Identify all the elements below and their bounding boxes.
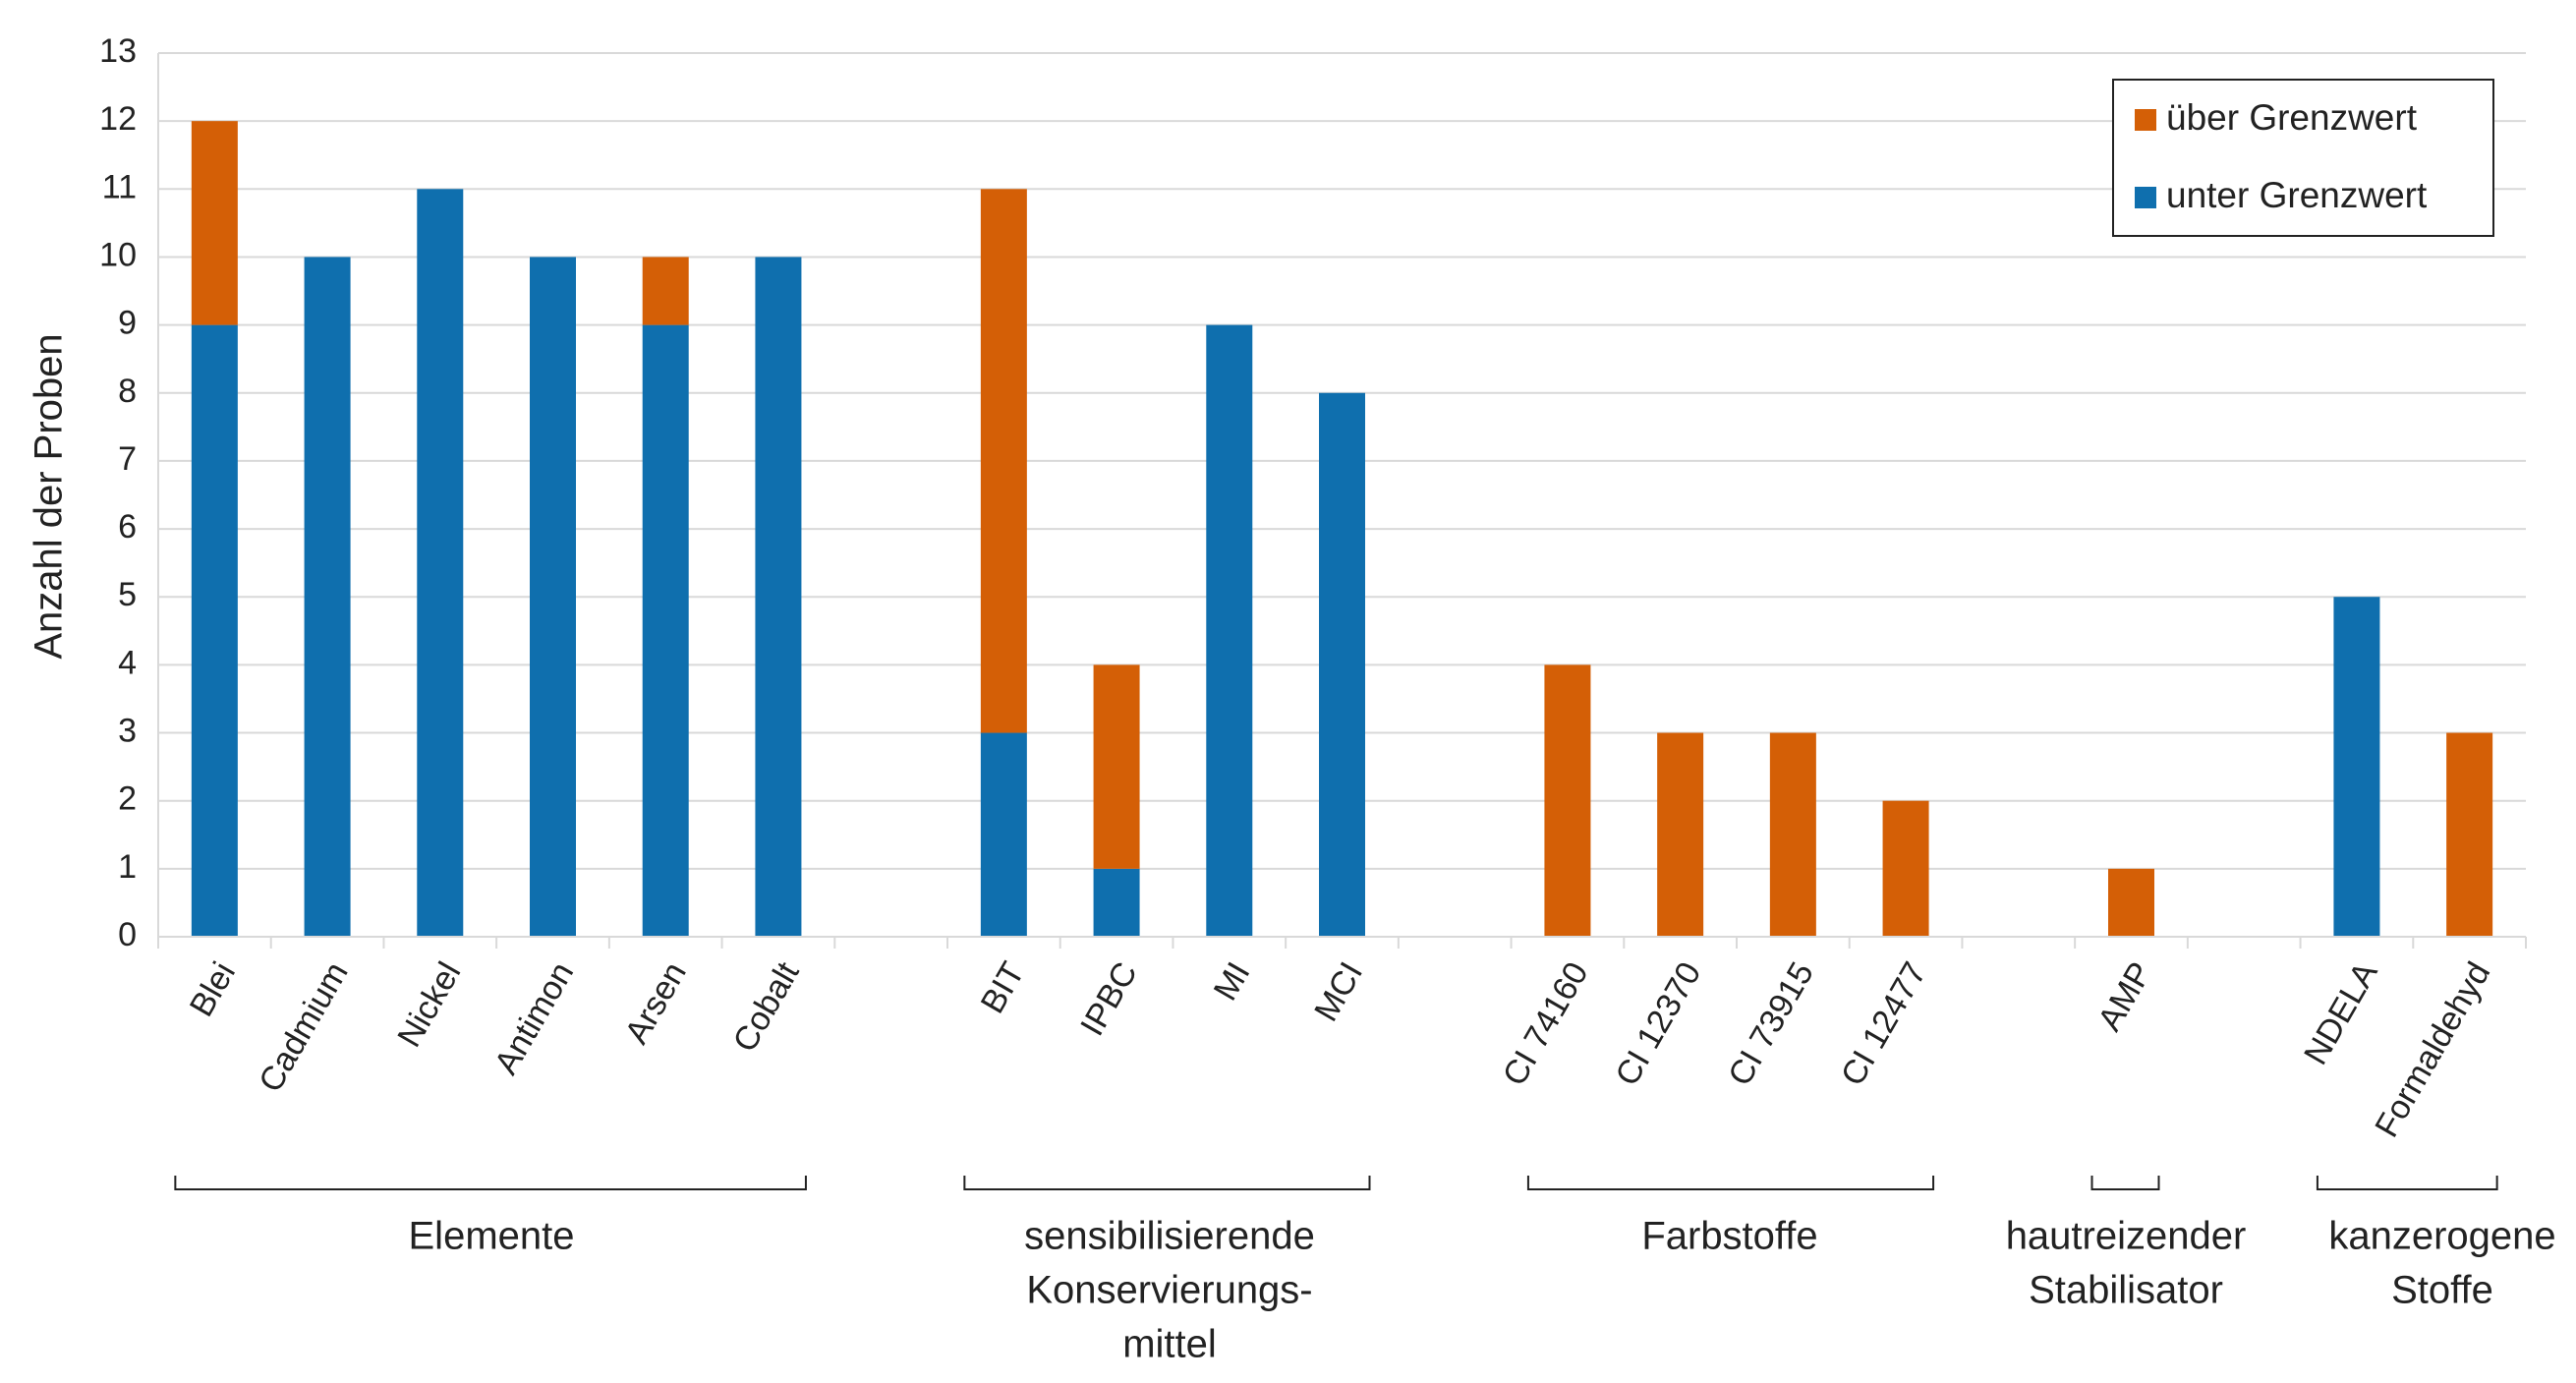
bar-segment <box>642 257 689 325</box>
x-tick-label: Cobalt <box>726 955 807 1059</box>
bar-segment <box>980 189 1027 733</box>
x-tick-label: Antimon <box>487 955 581 1080</box>
y-tick-label: 13 <box>99 32 137 70</box>
bar-segment <box>191 324 238 938</box>
bar-segment <box>755 257 802 937</box>
bar-segment <box>1093 868 1140 937</box>
y-tick-label: 0 <box>118 916 137 953</box>
x-tick-label: Nickel <box>390 955 468 1053</box>
x-tick-label: CI 12370 <box>1608 955 1708 1092</box>
y-tick-label: 5 <box>118 576 137 613</box>
group-label: hautreizender <box>2006 1215 2247 1258</box>
bar-segment <box>1206 324 1253 938</box>
group-label: Stoffe <box>2391 1269 2493 1312</box>
x-tick-label: Formaldehyd <box>2368 955 2497 1143</box>
bar-segment <box>980 732 1027 937</box>
group-bracket <box>174 1176 807 1190</box>
bar-segment <box>2108 868 2154 937</box>
y-tick-label: 1 <box>118 848 137 886</box>
y-tick-label: 9 <box>118 305 137 342</box>
x-tick-label: AMP <box>2090 955 2159 1037</box>
group-label: Konservierungs- <box>1026 1269 1312 1312</box>
x-tick-label: Cadmium <box>252 955 356 1098</box>
y-tick-label: 4 <box>118 644 137 681</box>
y-axis-label: Anzahl der Proben <box>28 333 71 659</box>
bar-segment <box>530 257 576 937</box>
group-label: Stabilisator <box>2029 1269 2223 1312</box>
bar-segment <box>2446 732 2493 937</box>
y-tick-label: 2 <box>118 780 137 818</box>
group-label: sensibilisierende <box>1024 1215 1315 1258</box>
x-tick-label: BIT <box>974 955 1032 1019</box>
group-bracket <box>2090 1176 2160 1190</box>
x-tick-label: Arsen <box>618 955 694 1050</box>
bar-segment <box>191 121 238 325</box>
x-tick-label: NDELA <box>2297 955 2385 1070</box>
bar-segment <box>1657 732 1704 937</box>
x-tick-label: MCI <box>1307 955 1370 1027</box>
bar-segment <box>1319 392 1365 937</box>
legend-swatch <box>2135 187 2156 208</box>
bar-segment <box>642 324 689 938</box>
bar-segment <box>1093 664 1140 869</box>
legend-label: unter Grenzwert <box>2166 175 2428 215</box>
bar-segment <box>417 189 464 938</box>
x-tick-label: CI 73915 <box>1721 955 1821 1092</box>
legend-box <box>2112 79 2494 237</box>
y-tick-label: 8 <box>118 373 137 410</box>
x-tick-label: IPBC <box>1073 955 1145 1042</box>
group-label: kanzerogene <box>2328 1215 2555 1258</box>
y-tick-label: 11 <box>102 168 137 205</box>
group-bracket <box>963 1176 1371 1190</box>
group-label: Elemente <box>409 1215 575 1258</box>
group-label: Farbstoffe <box>1641 1215 1817 1258</box>
y-tick-label: 12 <box>99 100 137 138</box>
group-label: mittel <box>1122 1323 1217 1366</box>
x-tick-label: MI <box>1207 955 1258 1007</box>
bar-segment <box>1882 800 1929 937</box>
legend-swatch <box>2135 109 2156 131</box>
bar-segment <box>2333 597 2380 937</box>
x-tick-label: CI 74160 <box>1496 955 1596 1092</box>
y-tick-label: 10 <box>99 236 137 273</box>
bar-segment <box>1544 664 1591 937</box>
group-bracket <box>1526 1176 1935 1190</box>
y-tick-label: 6 <box>118 508 137 546</box>
bar-segment <box>1769 732 1816 937</box>
y-tick-label: 7 <box>118 440 137 478</box>
y-tick-label: 3 <box>118 713 137 750</box>
bar-segment <box>304 257 351 937</box>
x-tick-label: CI 12477 <box>1834 955 1934 1092</box>
legend-label: über Grenzwert <box>2166 97 2418 138</box>
x-tick-label: Blei <box>183 955 243 1022</box>
group-bracket <box>2316 1176 2498 1190</box>
